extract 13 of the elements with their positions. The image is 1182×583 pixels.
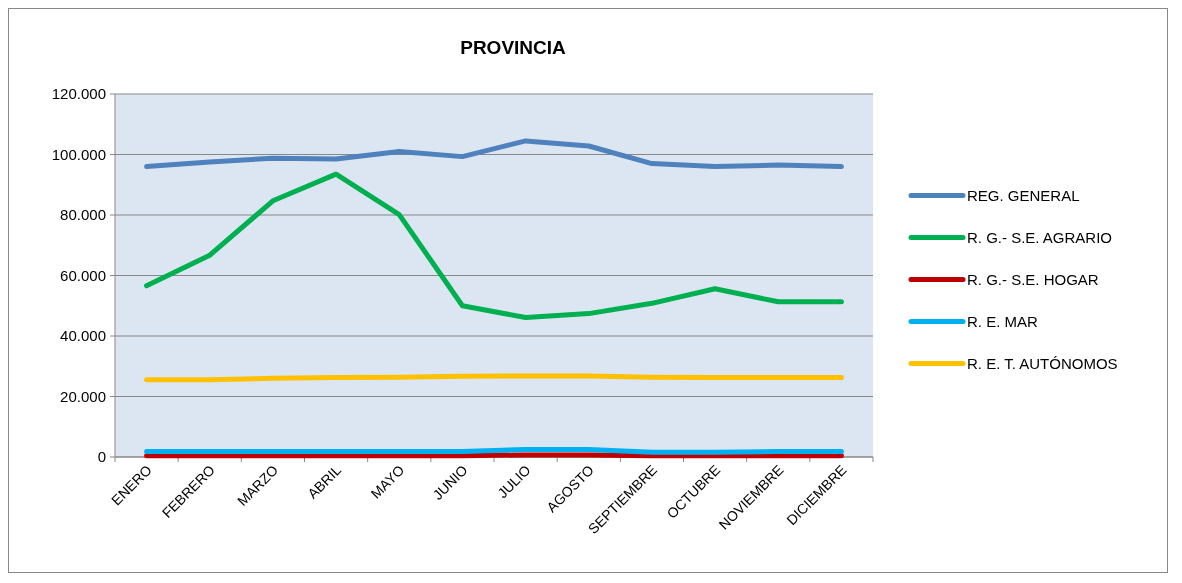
y-tick-label: 80.000 <box>60 206 106 224</box>
y-tick-label: 100.000 <box>51 145 106 163</box>
legend-label: R. E. MAR <box>967 312 1039 330</box>
y-tick-label: 60.000 <box>60 266 106 284</box>
chart-title: PROVINCIA <box>460 37 567 58</box>
y-tick-label: 120.000 <box>51 85 106 103</box>
y-tick-label: 0 <box>97 448 106 466</box>
y-tick-label: 40.000 <box>60 327 106 345</box>
legend-label: R. G.- S.E. AGRARIO <box>967 228 1113 246</box>
legend-label: R. G.- S.E. HOGAR <box>967 270 1099 288</box>
legend-label: REG. GENERAL <box>967 186 1080 204</box>
legend-label: R. E. T. AUTÓNOMOS <box>967 354 1118 372</box>
y-tick-label: 20.000 <box>60 387 106 405</box>
